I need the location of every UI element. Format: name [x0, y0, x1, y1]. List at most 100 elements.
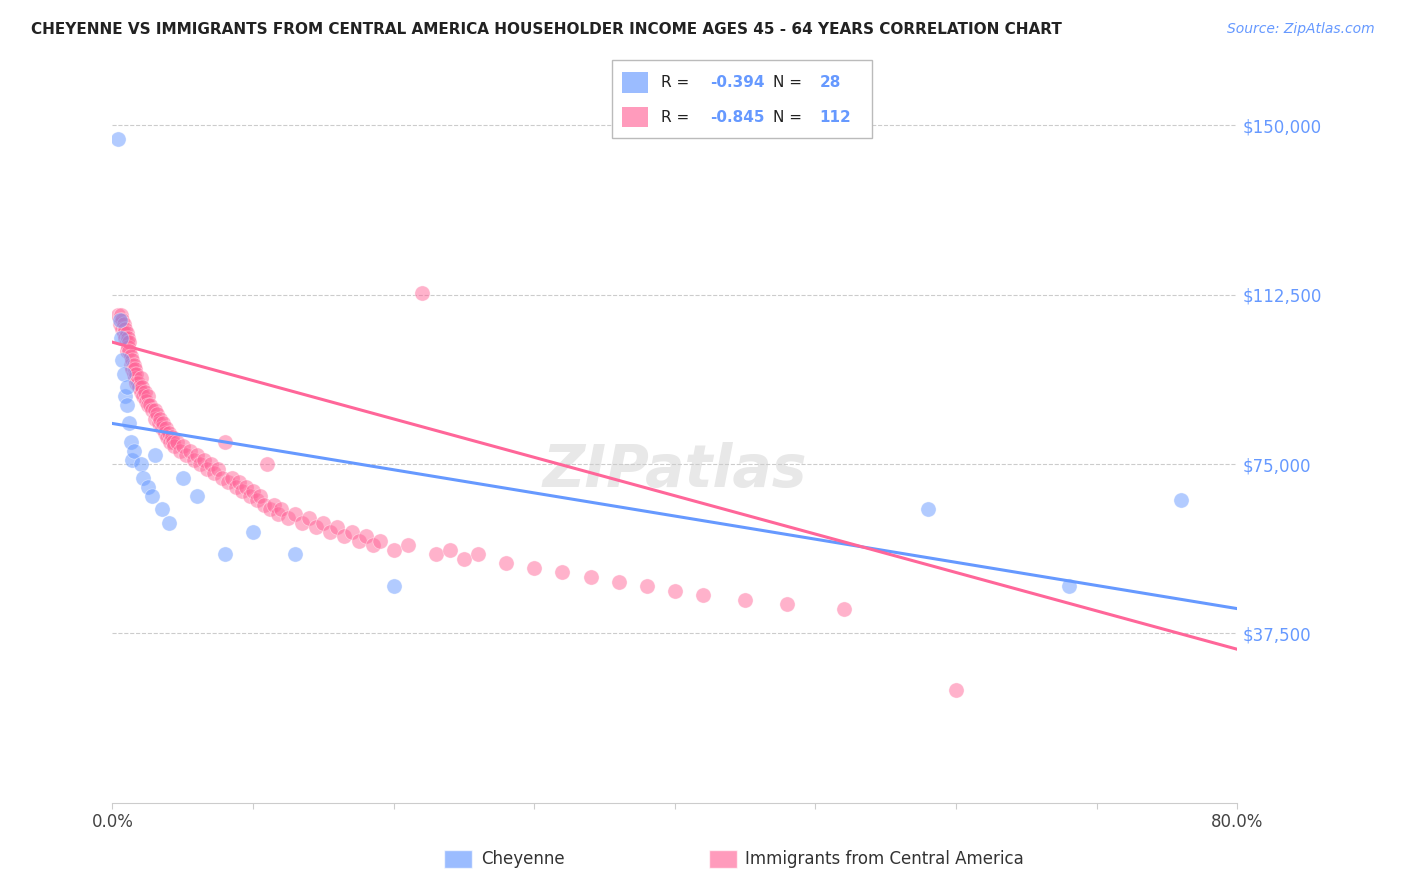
Point	[523, 561, 546, 575]
Point	[107, 132, 129, 146]
Point	[256, 457, 278, 471]
Point	[253, 498, 276, 512]
Point	[134, 384, 156, 399]
Point	[115, 344, 138, 359]
Point	[382, 579, 405, 593]
Point	[284, 548, 307, 562]
Point	[122, 358, 145, 372]
Point	[172, 439, 194, 453]
Point	[114, 321, 136, 335]
Point	[141, 403, 163, 417]
Text: -0.845: -0.845	[710, 110, 765, 125]
Point	[115, 398, 138, 412]
Text: Cheyenne: Cheyenne	[481, 850, 564, 868]
Point	[131, 380, 153, 394]
Point	[155, 421, 177, 435]
Point	[136, 389, 159, 403]
Point	[291, 516, 314, 530]
Text: ZIPatlas: ZIPatlas	[543, 442, 807, 499]
Point	[163, 439, 186, 453]
Text: -0.394: -0.394	[710, 75, 765, 90]
Point	[945, 682, 967, 697]
Point	[143, 448, 166, 462]
Point	[776, 597, 799, 611]
Point	[267, 507, 290, 521]
Point	[111, 353, 134, 368]
Point	[193, 452, 215, 467]
Point	[231, 484, 253, 499]
Point	[607, 574, 630, 589]
Point	[153, 425, 176, 440]
Point	[917, 502, 939, 516]
Point	[239, 489, 262, 503]
Point	[439, 542, 461, 557]
Point	[112, 367, 135, 381]
Point	[228, 475, 250, 490]
Point	[259, 502, 281, 516]
Point	[235, 480, 257, 494]
Point	[141, 489, 163, 503]
Point	[579, 570, 602, 584]
Point	[111, 312, 134, 326]
Point	[340, 524, 363, 539]
Point	[453, 552, 475, 566]
Point	[166, 434, 188, 449]
Point	[200, 457, 222, 471]
Point	[122, 443, 145, 458]
Point	[425, 548, 447, 562]
Point	[195, 461, 218, 475]
Point	[152, 417, 174, 431]
Text: R =: R =	[661, 75, 695, 90]
Point	[107, 308, 129, 322]
Point	[156, 430, 179, 444]
Point	[495, 557, 517, 571]
Point	[305, 520, 328, 534]
Point	[221, 470, 243, 484]
Point	[129, 384, 152, 399]
Point	[118, 344, 141, 359]
Text: 28: 28	[820, 75, 841, 90]
Point	[115, 380, 138, 394]
Point	[354, 529, 377, 543]
Point	[172, 470, 194, 484]
Point	[692, 588, 714, 602]
Point	[326, 520, 349, 534]
Point	[114, 389, 136, 403]
Point	[246, 493, 269, 508]
Point	[263, 498, 285, 512]
Point	[217, 475, 239, 490]
Point	[382, 542, 405, 557]
Point	[284, 507, 307, 521]
Point	[112, 317, 135, 331]
Point	[214, 548, 236, 562]
Point	[249, 489, 271, 503]
Point	[159, 434, 181, 449]
Text: 112: 112	[820, 110, 852, 125]
Point	[368, 533, 391, 548]
Point	[361, 538, 384, 552]
Point	[115, 335, 138, 350]
Point	[136, 480, 159, 494]
Point	[135, 393, 157, 408]
Point	[124, 371, 146, 385]
Point	[110, 308, 132, 322]
Point	[120, 358, 142, 372]
Point	[148, 417, 170, 431]
Point	[125, 376, 148, 390]
Point	[347, 533, 370, 548]
Point	[146, 408, 169, 422]
Point	[411, 285, 433, 300]
Point	[1057, 579, 1080, 593]
Point	[115, 326, 138, 340]
Point	[242, 524, 264, 539]
Text: Immigrants from Central America: Immigrants from Central America	[745, 850, 1024, 868]
Point	[112, 326, 135, 340]
Point	[179, 443, 201, 458]
Point	[162, 434, 184, 449]
Point	[124, 362, 146, 376]
Point	[270, 502, 292, 516]
Point	[143, 412, 166, 426]
Point	[396, 538, 419, 552]
Point	[118, 335, 141, 350]
Point	[225, 480, 247, 494]
